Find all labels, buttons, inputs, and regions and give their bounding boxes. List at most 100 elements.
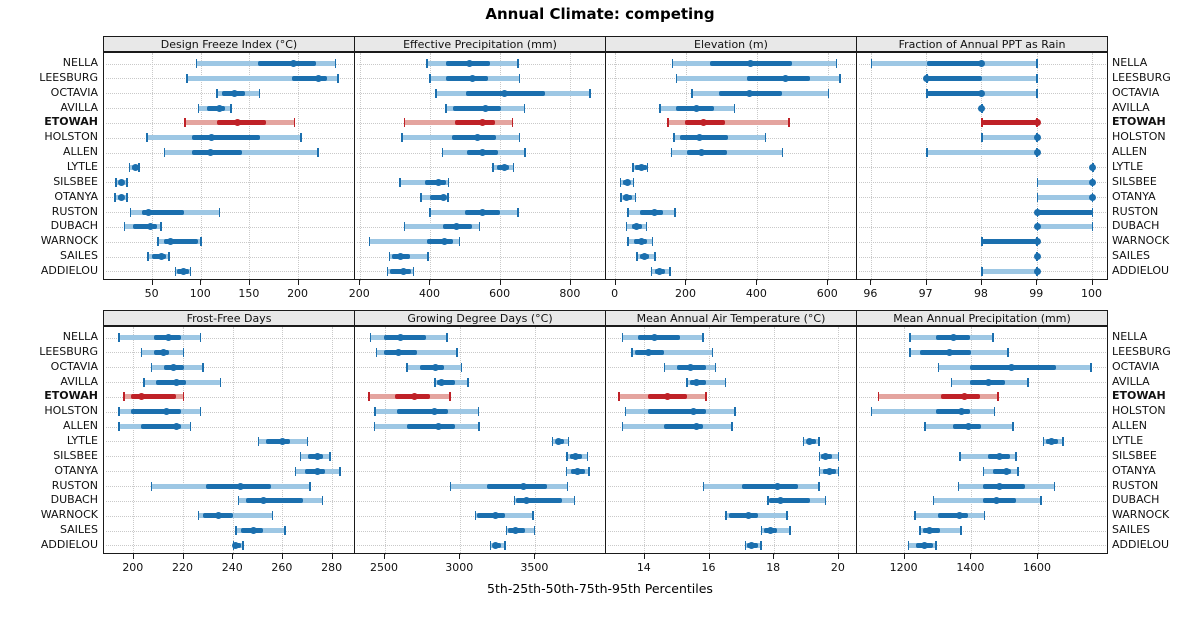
tick-label: 600 <box>489 287 511 300</box>
gridline-vertical <box>183 326 185 555</box>
whisker-cap-high <box>935 540 937 550</box>
axis-tick <box>182 553 184 559</box>
median-dot <box>491 512 499 520</box>
gridline-horizontal <box>608 456 855 458</box>
whisker-cap-low <box>186 73 188 83</box>
whisker-cap-high <box>1090 362 1092 372</box>
whisker-cap-low <box>373 422 376 432</box>
whisker-cap-high <box>218 207 221 217</box>
gridline-horizontal <box>608 182 855 184</box>
whisker-cap-low <box>374 407 376 417</box>
whisker-cap-low <box>675 73 678 83</box>
median-dot <box>1033 208 1041 216</box>
station-label-right-etowah: ETOWAH <box>1112 115 1166 129</box>
station-label-left-sailes: SAILES <box>59 523 98 537</box>
gridline-vertical <box>926 53 928 281</box>
median-dot <box>137 393 145 401</box>
whisker-cap-low <box>691 88 693 98</box>
percentile-band-outer <box>376 349 458 355</box>
axis-tick <box>925 280 927 285</box>
tick-label: 200 <box>287 287 309 300</box>
whisker-cap-low <box>368 237 371 247</box>
whisker-cap-high <box>837 466 840 476</box>
whisker-cap-high <box>447 177 450 187</box>
median-dot <box>1047 437 1055 445</box>
panel-title: Mean Annual Precipitation (mm) <box>893 311 1071 325</box>
median-dot <box>207 134 215 142</box>
whisker-cap-high <box>827 88 830 98</box>
panel-title: Mean Annual Air Temperature (°C) <box>636 311 826 325</box>
station-label-left-holston: HOLSTON <box>44 404 98 418</box>
percentile-band-outer <box>871 409 995 415</box>
whisker-cap-low <box>118 333 120 342</box>
gridline-horizontal <box>357 271 604 273</box>
panel-mean-annual-air-temperature-c <box>605 325 857 555</box>
tick-label: 1400 <box>956 560 985 574</box>
panel-title: Elevation (m) <box>694 38 768 51</box>
tick-label: 1600 <box>1023 560 1051 574</box>
station-label-right-silsbee: SILSBEE <box>1112 174 1157 188</box>
percentile-band-iqr <box>477 513 506 519</box>
median-dot <box>478 208 486 216</box>
whisker-cap-low <box>403 222 406 232</box>
median-dot <box>500 163 508 171</box>
station-label-right-otanya: OTANYA <box>1112 189 1156 203</box>
gridline-horizontal <box>357 500 604 502</box>
whisker-cap-high <box>586 451 589 461</box>
whisker-cap-high <box>258 88 261 98</box>
median-dot <box>949 334 957 341</box>
whisker-cap-low <box>197 103 200 113</box>
whisker-cap-high <box>1007 347 1009 357</box>
axis-tick <box>459 553 461 559</box>
whisker-cap-low <box>123 392 125 402</box>
whisker-cap-low <box>663 362 666 372</box>
median-dot <box>232 541 240 549</box>
median-dot <box>440 193 448 201</box>
median-dot <box>777 497 785 505</box>
median-dot <box>956 512 964 520</box>
whisker-cap-low <box>386 266 389 276</box>
gridline-horizontal <box>106 256 353 258</box>
whisker-cap-low <box>924 422 926 432</box>
whisker-cap-high <box>674 207 676 217</box>
whisker-cap-high <box>182 392 185 402</box>
station-label-left-avilla: AVILLA <box>60 100 98 114</box>
tick-label: 280 <box>321 560 343 574</box>
median-dot <box>695 134 703 142</box>
whisker-cap-high <box>230 103 232 113</box>
tick-label: 2500 <box>370 560 399 574</box>
station-label-right-nella: NELLA <box>1112 56 1148 69</box>
whisker-cap-low <box>237 496 240 506</box>
whisker-cap-high <box>533 526 536 536</box>
gridline-vertical <box>756 53 758 281</box>
median-dot <box>1089 193 1097 201</box>
median-dot <box>118 193 125 201</box>
whisker-cap-high <box>764 133 767 143</box>
median-dot <box>921 541 929 549</box>
percentile-band-iqr <box>141 209 184 215</box>
whisker-cap-high <box>837 451 840 461</box>
gridline-horizontal <box>106 382 353 384</box>
station-label-right-lytle: LYTLE <box>1112 433 1144 447</box>
station-label-right-leesburg: LEESBURG <box>1112 70 1171 84</box>
gridline-horizontal <box>106 367 353 369</box>
percentile-band-iqr <box>191 150 243 156</box>
whisker-cap-high <box>651 237 654 247</box>
whisker-cap-high <box>467 377 469 387</box>
whisker-cap-low <box>235 526 237 536</box>
panel-growing-degree-days-c <box>354 325 606 555</box>
whisker-cap-high <box>1036 59 1038 68</box>
whisker-cap-low <box>399 177 401 187</box>
median-dot <box>623 193 631 201</box>
median-dot <box>172 378 180 386</box>
whisker-cap-high <box>511 118 514 128</box>
station-label-left-leesburg: LEESBURG <box>39 70 98 84</box>
gridline-vertical <box>332 326 334 555</box>
whisker-cap-high <box>724 377 727 387</box>
whisker-cap-high <box>518 133 521 143</box>
whisker-cap-low <box>725 511 727 521</box>
percentile-band-iqr <box>936 409 970 415</box>
median-dot <box>957 408 965 416</box>
whisker-cap-low <box>950 377 953 387</box>
gridline-horizontal <box>859 182 1106 184</box>
